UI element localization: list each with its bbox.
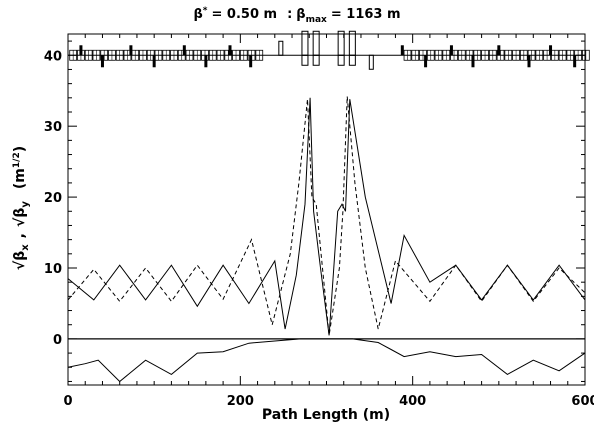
y-tick-label: 10 <box>44 262 62 277</box>
quad-defocusing <box>152 55 156 68</box>
y-tick-label: 30 <box>44 120 62 135</box>
quad-focusing <box>549 45 553 56</box>
quad-focusing <box>129 45 133 56</box>
quad-focusing <box>497 45 501 56</box>
svg-text:√βx,√βy(m1/2): √βx,√βy(m1/2) <box>12 146 31 270</box>
ylabel-sep: , <box>12 233 28 238</box>
axis-tick-labels: 0 200 400 600 0 10 20 30 40 <box>44 49 594 409</box>
chart-title: β* = 0.50 m: βmax = 1163 m <box>193 6 400 25</box>
ylabel-units-close: ) <box>12 146 28 152</box>
quad-defocusing <box>527 55 531 68</box>
quad-focusing <box>79 45 83 56</box>
triplet-quad-lower <box>348 54 356 66</box>
title-separator: : <box>287 7 292 22</box>
ylabel-units: (m <box>12 168 28 189</box>
quad-defocusing <box>100 55 104 68</box>
ylabel-sqrt-y: √β <box>12 208 28 227</box>
x-tick-label: 600 <box>571 394 594 409</box>
quad-defocusing <box>471 55 475 68</box>
series-group <box>67 96 586 383</box>
ylabel-x-sub: x <box>20 244 31 251</box>
x-axis-label: Path Length (m) <box>262 407 390 423</box>
triplet-quad-lower <box>312 54 320 66</box>
plot-frame <box>67 33 586 386</box>
triplet-quad-lower <box>337 54 345 66</box>
quad-focusing <box>449 45 453 56</box>
series-2-line <box>67 338 586 383</box>
triplet-quad <box>312 30 320 56</box>
ylabel-y-sub: y <box>20 201 31 208</box>
y-tick-label: 40 <box>44 49 62 64</box>
title-beta-symbol-2: β <box>296 7 305 22</box>
quad-defocusing <box>204 55 208 68</box>
triplet-quad <box>348 30 356 56</box>
triplet-quad-lower <box>301 54 309 66</box>
final-focus-quad <box>278 40 284 56</box>
final-focus-quad <box>368 54 374 70</box>
ylabel-units-exp: 1/2 <box>12 152 22 168</box>
quad-defocusing <box>424 55 428 68</box>
title-beta-star-value: = 0.50 m <box>212 7 278 22</box>
quad-defocusing <box>573 55 577 68</box>
x-tick-label: 400 <box>399 394 426 409</box>
quad-focusing <box>228 45 232 56</box>
title-beta-star-sup: * <box>203 6 208 16</box>
y-tick-label: 20 <box>44 191 62 206</box>
y-tick-label: 0 <box>53 333 62 348</box>
title-beta-max-sub: max <box>306 15 327 25</box>
x-tick-label: 200 <box>227 394 254 409</box>
ylabel-sqrt-x: √β <box>12 251 28 270</box>
series-0-line <box>67 97 586 336</box>
quad-focusing <box>400 45 404 56</box>
quad-focusing <box>182 45 186 56</box>
title-beta-symbol: β <box>193 7 202 22</box>
axis-ticks <box>67 34 586 385</box>
triplet-quad <box>301 30 309 56</box>
x-tick-label: 0 <box>63 394 72 409</box>
lattice-layout <box>68 30 590 70</box>
title-beta-max-value: = 1163 m <box>331 7 401 22</box>
quad-defocusing <box>249 55 253 68</box>
y-axis-label: √βx,√βy(m1/2) <box>12 146 31 270</box>
